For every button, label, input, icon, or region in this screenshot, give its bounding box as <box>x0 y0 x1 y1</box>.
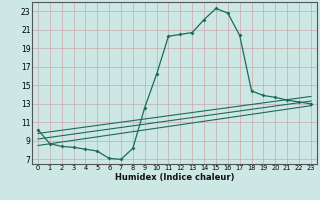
X-axis label: Humidex (Indice chaleur): Humidex (Indice chaleur) <box>115 173 234 182</box>
